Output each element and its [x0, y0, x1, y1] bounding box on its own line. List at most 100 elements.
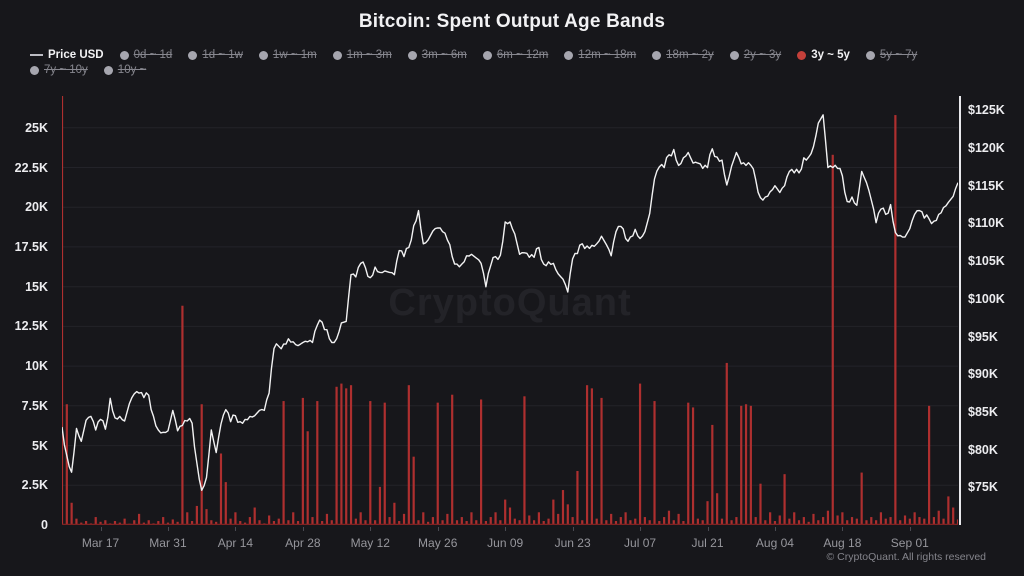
- copyright-text: © CryptoQuant. All rights reserved: [826, 551, 986, 563]
- x-axis-tick: [640, 527, 642, 531]
- bar-3y-5y: [465, 521, 468, 525]
- x-axis-tick: [572, 527, 574, 531]
- x-axis-label: Mar 17: [81, 536, 120, 550]
- legend-item-2y-3y[interactable]: 2y ~ 3y: [729, 49, 781, 61]
- bar-3y-5y: [797, 520, 801, 525]
- legend-item-label: 12m ~ 18m: [578, 49, 637, 61]
- bar-3y-5y: [956, 519, 958, 525]
- bar-3y-5y: [253, 507, 256, 525]
- bar-3y-5y: [65, 404, 68, 525]
- x-axis-tick: [167, 527, 169, 531]
- y-axis-right-label: $80K: [968, 442, 998, 457]
- legend-item-label: 6m ~ 12m: [496, 49, 549, 61]
- bar-3y-5y: [528, 515, 531, 525]
- x-axis-label: Aug 04: [755, 536, 794, 550]
- dot-marker-icon: [564, 50, 574, 60]
- bar-3y-5y: [923, 518, 926, 525]
- bar-3y-5y: [730, 520, 733, 525]
- dot-marker-icon: [407, 50, 417, 60]
- bar-3y-5y: [711, 424, 714, 525]
- bar-3y-5y: [691, 407, 695, 525]
- y-axis-left-label: 20K: [25, 200, 48, 215]
- bar-3y-5y: [484, 521, 488, 525]
- bar-3y-5y: [552, 499, 555, 525]
- legend-item-price-usd[interactable]: Price USD: [30, 49, 104, 61]
- bar-3y-5y: [345, 388, 348, 525]
- dot-marker-icon: [482, 50, 492, 60]
- legend-item-label: Price USD: [48, 49, 104, 61]
- bar-3y-5y: [836, 515, 839, 525]
- bar-3y-5y: [412, 456, 415, 525]
- bar-3y-5y: [470, 512, 473, 525]
- dot-marker-icon: [119, 50, 129, 60]
- bar-3y-5y: [677, 513, 680, 525]
- bar-3y-5y: [402, 513, 406, 525]
- bar-3y-5y: [532, 520, 536, 525]
- bar-3y-5y: [248, 517, 251, 525]
- legend-item-1w-1m[interactable]: 1w ~ 1m: [258, 49, 317, 61]
- legend-item-10y[interactable]: 10y ~: [103, 64, 147, 76]
- bar-3y-5y: [865, 520, 868, 525]
- bar-3y-5y: [104, 520, 107, 525]
- legend-row: 7y ~ 10y 10y ~: [30, 64, 1015, 76]
- bar-3y-5y: [822, 517, 825, 525]
- dot-marker-icon: [332, 50, 342, 60]
- bar-3y-5y: [62, 96, 64, 525]
- legend-item-18m-2y[interactable]: 18m ~ 2y: [652, 49, 714, 61]
- bar-3y-5y: [354, 518, 357, 525]
- legend-item-label: 1d ~ 1w: [202, 49, 243, 61]
- bar-3y-5y: [571, 517, 574, 525]
- bar-3y-5y: [913, 512, 916, 525]
- chart-canvas[interactable]: [62, 96, 958, 525]
- legend-item-0d-1d[interactable]: 0d ~ 1d: [119, 49, 172, 61]
- bar-3y-5y: [687, 402, 690, 525]
- bar-3y-5y: [460, 517, 463, 525]
- bar-3y-5y: [499, 520, 502, 525]
- legend-item-3m-6m[interactable]: 3m ~ 6m: [407, 49, 467, 61]
- bar-3y-5y: [870, 517, 873, 525]
- x-axis: Mar 17 Mar 31 Apr 14 Apr 28 May 12 May 26 Jun …: [62, 527, 958, 552]
- bar-3y-5y: [899, 520, 902, 525]
- bar-3y-5y: [311, 517, 314, 525]
- bar-3y-5y: [667, 510, 671, 525]
- bar-3y-5y: [783, 474, 786, 525]
- plot-area[interactable]: CryptoQuant: [62, 96, 958, 525]
- dot-marker-icon: [30, 65, 39, 75]
- bar-3y-5y: [947, 496, 950, 525]
- legend-item-12m-18m[interactable]: 12m ~ 18m: [564, 49, 636, 61]
- bar-3y-5y: [162, 517, 165, 525]
- legend-item-1m-3m[interactable]: 1m ~ 3m: [332, 49, 392, 61]
- bar-3y-5y: [176, 521, 179, 525]
- bar-3y-5y: [672, 520, 675, 525]
- bar-3y-5y: [301, 397, 304, 525]
- dot-marker-icon: [258, 50, 268, 60]
- bar-3y-5y: [585, 385, 589, 525]
- legend-item-5y-7y[interactable]: 5y ~ 7y: [865, 49, 917, 61]
- y-axis-left-label: 22.5K: [14, 160, 48, 175]
- x-axis-tick: [774, 527, 776, 531]
- legend-item-label: 3m ~ 6m: [421, 49, 467, 61]
- bar-3y-5y: [417, 520, 420, 525]
- dot-marker-icon: [188, 50, 198, 60]
- legend-item-label: 10y ~: [117, 64, 147, 76]
- bar-3y-5y: [937, 510, 940, 525]
- bar-3y-5y: [234, 512, 237, 525]
- legend-item-7y-10y[interactable]: 7y ~ 10y: [30, 64, 88, 76]
- bar-3y-5y: [807, 521, 810, 525]
- bar-3y-5y: [942, 518, 945, 525]
- bar-3y-5y: [523, 396, 526, 525]
- x-axis-tick: [909, 527, 911, 531]
- bar-3y-5y: [754, 517, 757, 525]
- bar-3y-5y: [205, 509, 208, 525]
- legend-item-1d-1w[interactable]: 1d ~ 1w: [188, 49, 243, 61]
- legend-item-6m-12m[interactable]: 6m ~ 12m: [482, 49, 549, 61]
- bar-3y-5y: [764, 520, 767, 525]
- y-axis-right-label: $115K: [968, 178, 1005, 193]
- bar-3y-5y: [629, 520, 632, 525]
- legend-item-3y-5y[interactable]: 3y ~ 5y: [797, 49, 850, 61]
- bar-3y-5y: [268, 515, 271, 525]
- bar-3y-5y: [229, 518, 232, 525]
- x-axis-label: May 12: [350, 536, 390, 550]
- x-axis-label: Aug 18: [823, 536, 862, 550]
